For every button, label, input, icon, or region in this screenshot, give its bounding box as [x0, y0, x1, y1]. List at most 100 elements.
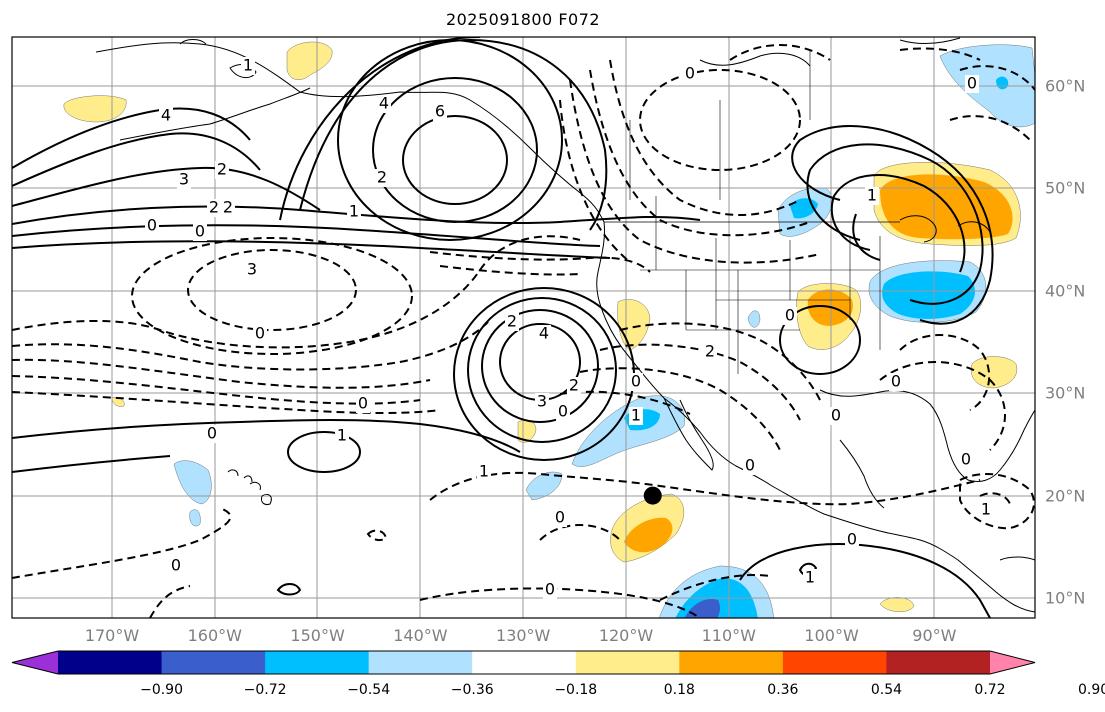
- contour-label: 3: [537, 392, 547, 411]
- contour-label: 0: [171, 556, 181, 575]
- colorbar-tick-label: −0.36: [450, 682, 494, 698]
- contour-label: 1: [867, 186, 877, 205]
- contour-label-bg: [979, 501, 993, 519]
- contour-label: 0: [831, 406, 841, 425]
- contour-label: 1: [805, 568, 815, 587]
- contour-label: 1: [243, 56, 253, 75]
- contour-label: 4: [539, 324, 549, 343]
- colorbar-tick-label: 0.36: [767, 682, 799, 698]
- contour-label-bg: [375, 169, 389, 187]
- colorbar-tick-label: 0.18: [663, 682, 695, 698]
- contour-label-bg: [205, 425, 219, 443]
- contour-label: 2: [209, 198, 219, 217]
- contour-label-bg: [253, 325, 267, 343]
- contour-label: 0: [631, 372, 641, 391]
- contour-label-bg: [193, 223, 207, 241]
- colorbar: [11, 650, 1036, 675]
- lon-label: 120°W: [598, 626, 654, 645]
- contour-label: 0: [785, 306, 795, 325]
- contour-label-bg: [377, 95, 391, 113]
- contour-label-bg: [505, 313, 519, 331]
- colorbar-tick-label: −0.72: [243, 682, 287, 698]
- contour-label: 0: [685, 64, 695, 83]
- contour-label: 0: [195, 222, 205, 241]
- lat-label: 40°N: [1045, 281, 1086, 301]
- colorbar-extend-low: [12, 651, 58, 674]
- colorbar-segment: [368, 651, 473, 674]
- contour-label: 0: [847, 530, 857, 549]
- contours-negative: [12, 44, 1035, 618]
- contour-label: 0: [967, 74, 977, 93]
- lon-label: 130°W: [496, 626, 551, 645]
- contour-label: 1: [981, 500, 991, 519]
- contour-label-bg: [207, 199, 221, 217]
- contour-label-bg: [783, 307, 797, 325]
- contour-label: 0: [207, 424, 217, 443]
- map-title: 2025091800 F072: [445, 10, 601, 29]
- colorbar-segment: [161, 651, 266, 674]
- colorbar-tick-label: −0.90: [140, 682, 183, 698]
- contour-label: 1: [479, 462, 489, 481]
- contour-label: 1: [631, 406, 641, 425]
- contour-label-bg: [477, 463, 491, 481]
- contour-label: 6: [435, 102, 445, 121]
- contour-label-bg: [145, 217, 159, 235]
- lon-label: 110°W: [701, 626, 756, 645]
- lon-label: 140°W: [393, 626, 448, 645]
- contour-label-bg: [629, 373, 643, 391]
- contour-label: 0: [745, 456, 755, 475]
- contour-label-bg: [703, 343, 717, 361]
- contour-label-bg: [177, 171, 191, 189]
- contour-label-bg: [865, 187, 879, 205]
- contour-label: 4: [379, 94, 389, 113]
- lat-label: 50°N: [1045, 178, 1086, 198]
- contour-label-bg: [556, 403, 570, 421]
- lon-label: 150°W: [290, 626, 345, 645]
- contour-label-bg: [535, 393, 549, 411]
- colorbar-segment: [58, 651, 163, 674]
- contour-label: 2: [507, 312, 517, 331]
- colorbar-tick-label: 0.72: [974, 682, 1006, 698]
- contour-label-bg: [965, 75, 979, 93]
- contour-label: 0: [558, 402, 568, 421]
- colorbar-segment: [782, 651, 887, 674]
- contour-label: 2: [705, 342, 715, 361]
- contour-label: 0: [555, 508, 565, 527]
- contour-label-bg: [629, 407, 643, 425]
- contour-label: 0: [358, 394, 368, 413]
- coastlines: [95, 37, 1035, 613]
- contour-label: 0: [891, 372, 901, 391]
- lat-label: 60°N: [1045, 76, 1086, 96]
- contour-label: 3: [179, 170, 189, 189]
- contour-label-bg: [241, 57, 255, 75]
- colorbar-tick-label: 0.54: [870, 682, 903, 698]
- contour-label-bg: [803, 569, 817, 587]
- lon-label: 100°W: [804, 626, 859, 645]
- contour-label-bg: [889, 373, 903, 391]
- contour-label-bg: [169, 557, 183, 575]
- colorbar-extend-high: [990, 651, 1035, 674]
- colorbar-segment: [265, 651, 370, 674]
- contour-label-bg: [683, 65, 697, 83]
- contour-label: 2: [569, 376, 579, 395]
- colorbar-segment: [575, 651, 680, 674]
- colorbar-segment: [472, 651, 577, 674]
- contour-label-bg: [433, 103, 447, 121]
- contour-label-bg: [159, 107, 173, 125]
- contour-label-bg: [829, 407, 843, 425]
- contour-label: 2: [377, 168, 387, 187]
- contour-label: 0: [545, 580, 555, 599]
- contour-label: 2: [217, 160, 227, 179]
- contour-label-bg: [221, 199, 235, 217]
- contour-label: 0: [147, 216, 157, 235]
- contour-label: 0: [961, 450, 971, 469]
- contour-label-bg: [356, 395, 370, 413]
- contour-label-bg: [335, 427, 349, 445]
- contour-label: 1: [349, 202, 359, 221]
- contour-label: 2: [223, 198, 233, 217]
- map-frame: [11, 36, 1036, 619]
- contour-label-bg: [537, 325, 551, 343]
- location-marker: [643, 486, 662, 505]
